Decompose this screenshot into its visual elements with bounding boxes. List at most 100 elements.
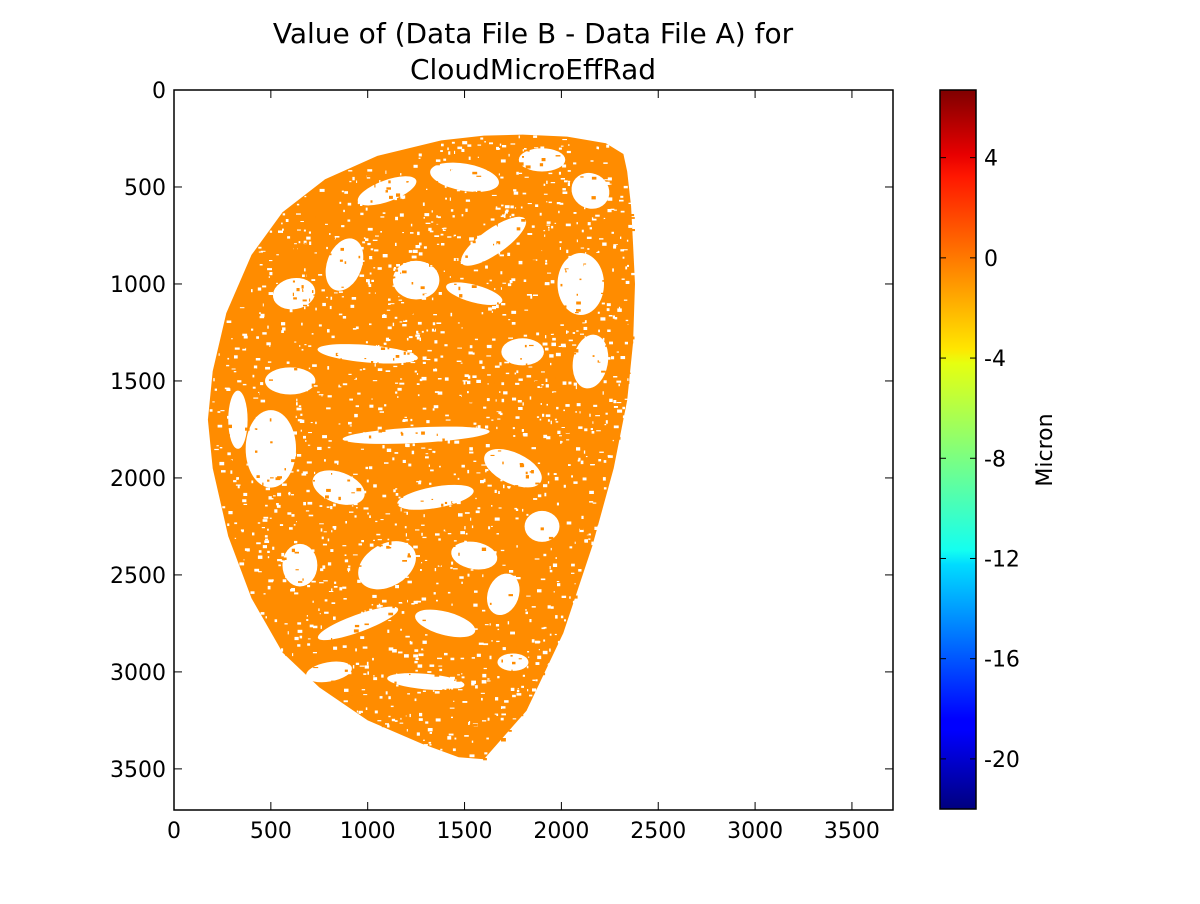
speckle [535,204,539,207]
speckle [592,421,594,424]
speckle [265,366,270,370]
speckle [339,250,343,252]
speckle [518,383,522,385]
speckle [510,205,514,209]
speckle [575,411,577,413]
speckle [433,270,437,273]
speckle [558,373,562,377]
speckle [564,268,569,270]
speckle [262,332,267,335]
speckle [311,333,314,335]
speckle [514,595,517,598]
speckle [557,640,562,644]
speckle [286,534,291,536]
speckle [493,386,499,388]
speckle [598,459,602,462]
speckle [418,252,423,256]
speckle [251,429,256,431]
speckle [342,480,347,482]
speckle [409,713,411,718]
speckle [282,213,286,216]
speckle [254,428,258,430]
speckle [562,381,567,385]
speckle [486,297,489,301]
speckle [364,282,366,286]
speckle [422,356,427,360]
speckle [315,307,317,311]
speckle [293,297,297,300]
speckle [359,274,365,277]
colorbar-gradient [940,90,976,809]
speckle [443,529,447,532]
speckle [524,464,528,466]
speckle [418,653,424,657]
speckle [529,619,532,623]
speckle [512,661,516,665]
speckle [570,275,575,279]
speckle [293,378,295,382]
speckle [366,448,370,452]
speckle [439,584,443,589]
speckle [601,292,606,294]
speckle [373,675,375,677]
speckle [492,306,496,310]
speckle [291,322,294,325]
speckle [594,158,598,160]
speckle [446,706,450,709]
speckle [354,624,360,628]
speckle [507,252,511,256]
speckle [396,264,400,267]
speckle [413,164,418,168]
speckle [425,634,428,636]
speckle [375,591,380,595]
speckle [380,413,382,416]
speckle [583,264,587,268]
speckle [467,375,471,379]
speckle [463,381,466,385]
speckle [557,297,560,299]
speckle [497,418,501,420]
speckle [267,325,269,329]
speckle [426,647,431,651]
speckle [518,378,523,381]
speckle [460,657,465,660]
speckle [402,412,407,415]
speckle [447,308,451,310]
speckle [426,169,430,172]
speckle [522,508,524,512]
speckle [475,497,477,500]
speckle [470,517,472,521]
speckle [262,285,267,288]
speckle [387,326,392,330]
speckle [452,215,455,218]
speckle [333,235,336,239]
speckle [502,461,504,465]
speckle [444,652,448,656]
speckle [334,625,336,630]
speckle [500,635,504,639]
speckle [527,148,530,152]
speckle [616,402,622,404]
speckle [458,396,461,400]
speckle [265,504,268,507]
speckle [470,592,475,596]
speckle [471,385,474,387]
speckle [237,479,240,483]
speckle [307,501,313,505]
speckle [477,507,481,510]
speckle [507,352,510,354]
speckle [262,414,264,418]
colorbar-tick-label: -4 [984,347,1006,372]
speckle [281,552,285,557]
speckle [458,738,461,741]
speckle [277,269,279,274]
speckle [299,635,303,639]
speckle [290,636,295,639]
colorbar-tick-label: -12 [984,547,1020,572]
speckle [452,748,456,752]
speckle [257,287,262,291]
speckle [605,345,608,347]
speckle [442,745,448,748]
speckle [380,538,385,541]
speckle [344,261,347,264]
